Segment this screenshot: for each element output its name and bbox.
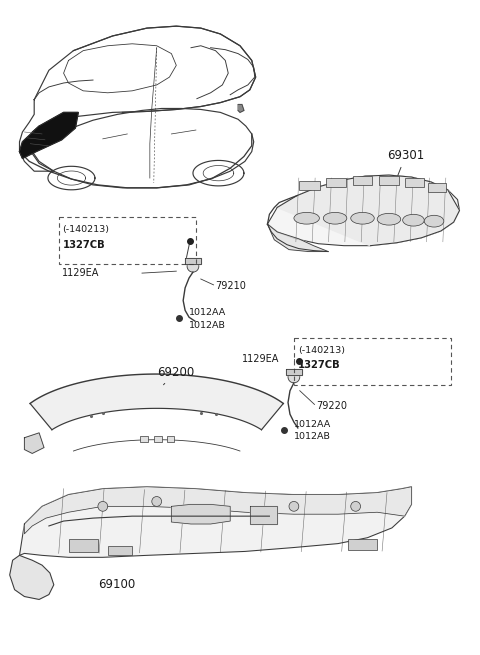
Text: 1327CB: 1327CB (298, 360, 340, 370)
Text: 1012AA: 1012AA (294, 420, 331, 428)
Text: 69100: 69100 (98, 578, 135, 591)
Bar (353, 176, 372, 185)
Polygon shape (185, 259, 201, 264)
Circle shape (288, 371, 300, 383)
Circle shape (351, 502, 360, 512)
Bar (167, 436, 174, 441)
Bar (154, 436, 162, 441)
Text: 1012AB: 1012AB (294, 432, 331, 441)
Polygon shape (267, 175, 459, 246)
Bar (428, 183, 446, 192)
Ellipse shape (324, 212, 347, 224)
Text: (-140213): (-140213) (62, 225, 109, 234)
Circle shape (98, 502, 108, 512)
Text: 79210: 79210 (216, 281, 246, 291)
Circle shape (289, 502, 299, 512)
Bar (69, 538, 98, 552)
Polygon shape (250, 506, 277, 524)
Text: 69301: 69301 (387, 149, 424, 176)
Polygon shape (238, 105, 244, 113)
Text: 1012AA: 1012AA (189, 308, 226, 317)
Polygon shape (171, 504, 230, 524)
Text: 1129EA: 1129EA (242, 354, 279, 364)
Circle shape (187, 261, 199, 272)
Polygon shape (277, 175, 459, 246)
Bar (140, 436, 148, 441)
Text: 69200: 69200 (156, 365, 194, 384)
Circle shape (152, 496, 162, 506)
Text: 1012AB: 1012AB (189, 320, 226, 329)
Bar (108, 546, 132, 555)
Text: 1327CB: 1327CB (62, 240, 105, 250)
Bar (379, 176, 399, 185)
Polygon shape (30, 374, 283, 430)
Polygon shape (20, 487, 411, 557)
Text: 79220: 79220 (316, 402, 348, 411)
Ellipse shape (403, 214, 424, 226)
Bar (405, 178, 424, 187)
Polygon shape (20, 113, 78, 159)
Polygon shape (24, 433, 44, 453)
Polygon shape (10, 555, 54, 599)
Ellipse shape (294, 212, 319, 224)
Text: (-140213): (-140213) (298, 346, 345, 355)
Ellipse shape (351, 212, 374, 224)
Text: 1129EA: 1129EA (61, 268, 99, 278)
Polygon shape (286, 369, 302, 375)
Bar (348, 538, 377, 550)
Bar (299, 181, 320, 190)
Ellipse shape (377, 214, 401, 225)
Bar (326, 178, 346, 187)
Polygon shape (267, 224, 328, 252)
Ellipse shape (424, 215, 444, 227)
Polygon shape (24, 487, 411, 534)
